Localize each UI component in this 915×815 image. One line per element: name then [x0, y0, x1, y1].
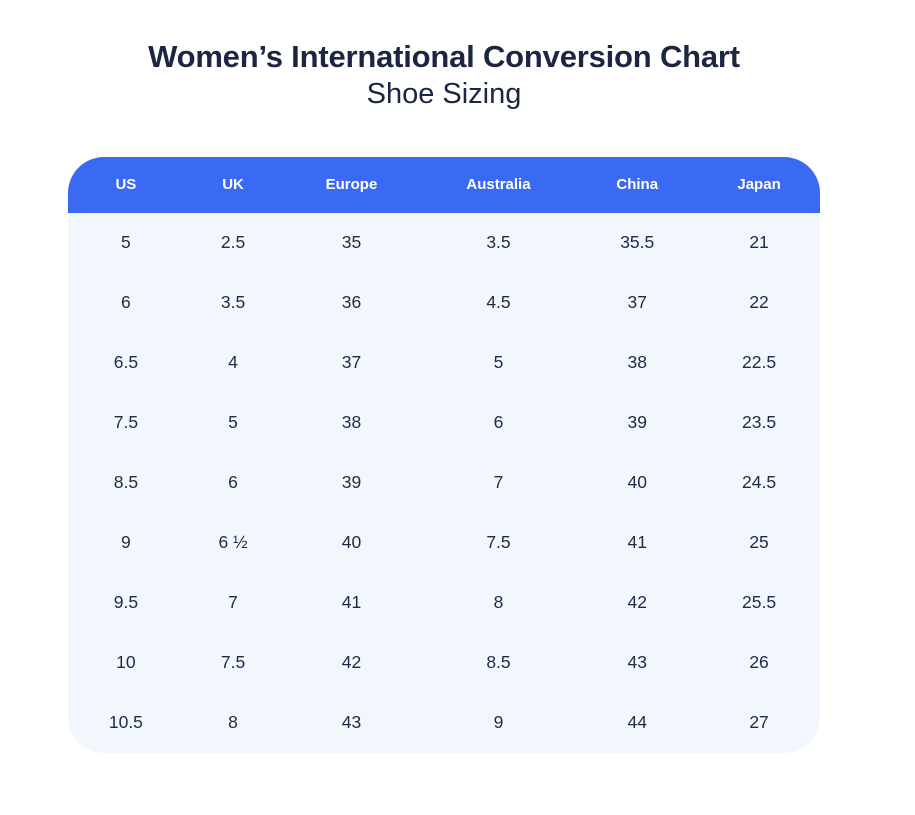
- size-cell: 8: [228, 712, 238, 733]
- size-cell: 4.5: [486, 292, 511, 313]
- table-row: 9.5 7 41 8 42 25.5: [68, 573, 820, 633]
- size-cell: 7.5: [220, 652, 246, 673]
- size-cell: 37: [341, 352, 362, 373]
- column-header-australia: Australia: [420, 156, 577, 213]
- table-row: 7.5 5 38 6 39 23.5: [68, 393, 820, 453]
- size-cell: 35.5: [620, 232, 655, 253]
- size-cell: 2.5: [220, 232, 246, 253]
- table-row: 9 6 ½ 40 7.5 41 25: [68, 513, 820, 573]
- size-cell: 22.5: [742, 352, 777, 373]
- table-header-row: US UK Europe Australia China Japan: [68, 156, 820, 213]
- column-header-uk: UK: [183, 156, 283, 213]
- size-cell: 40: [341, 532, 362, 553]
- table-row: 6.5 4 37 5 38 22.5: [68, 333, 820, 393]
- table-body: 5 2.5 35 3.5 35.5 21 6 3.5 36 4.5 37 22 6.5 4 37 5 38 22.…: [68, 213, 820, 753]
- size-cell: 37: [627, 292, 647, 313]
- size-cell: 7: [228, 592, 238, 613]
- size-cell: 9: [121, 532, 131, 553]
- size-cell: 8.5: [113, 472, 139, 493]
- size-cell: 8: [493, 592, 504, 613]
- size-cell: 41: [627, 532, 647, 553]
- size-cell: 23.5: [742, 412, 777, 433]
- table-header: US UK Europe Australia China Japan: [68, 156, 820, 213]
- page-heading: Women’s International Conversion Chart S…: [68, 38, 820, 112]
- column-header-us: US: [68, 156, 184, 213]
- table-row: 6 3.5 36 4.5 37 22: [68, 273, 820, 333]
- size-cell: 21: [749, 232, 769, 253]
- size-cell: 7.5: [486, 532, 511, 553]
- size-cell: 7: [493, 472, 504, 493]
- column-header-china: China: [576, 156, 699, 213]
- shoe-size-conversion-table: US UK Europe Australia China Japan 5 2.5 35 3.5 3…: [68, 156, 820, 753]
- size-cell: 25.5: [742, 592, 777, 613]
- size-cell: 25: [749, 532, 769, 553]
- size-cell: 6.5: [113, 352, 139, 373]
- size-cell: 3.5: [220, 292, 246, 313]
- size-cell: 26: [749, 652, 769, 673]
- size-cell: 6: [228, 472, 238, 493]
- size-cell: 39: [627, 412, 647, 433]
- size-cell: 41: [341, 592, 362, 613]
- size-cell: 36: [341, 292, 362, 313]
- table-row: 10.5 8 43 9 44 27: [68, 693, 820, 753]
- size-cell: 35: [341, 232, 362, 253]
- size-cell: 4: [228, 352, 238, 373]
- column-header-japan: Japan: [698, 156, 820, 213]
- size-cell: 5: [121, 232, 131, 253]
- size-cell: 6 ½: [218, 532, 248, 553]
- table-row: 5 2.5 35 3.5 35.5 21: [68, 213, 820, 273]
- table-row: 8.5 6 39 7 40 24.5: [68, 453, 820, 513]
- size-cell: 24.5: [742, 472, 777, 493]
- size-cell: 10: [116, 652, 136, 673]
- column-header-europe: Europe: [282, 156, 421, 213]
- page-subtitle: Shoe Sizing: [366, 78, 522, 111]
- size-cell: 9.5: [113, 592, 139, 613]
- page-title: Women’s International Conversion Chart: [148, 39, 740, 74]
- size-cell: 9: [493, 712, 504, 733]
- size-cell: 6: [121, 292, 131, 313]
- size-cell: 38: [627, 352, 647, 373]
- size-cell: 5: [228, 412, 238, 433]
- size-cell: 43: [341, 712, 362, 733]
- size-cell: 42: [627, 592, 647, 613]
- size-cell: 3.5: [486, 232, 511, 253]
- table-row: 10 7.5 42 8.5 43 26: [68, 633, 820, 693]
- size-cell: 44: [627, 712, 647, 733]
- size-cell: 5: [493, 352, 504, 373]
- size-cell: 10.5: [108, 712, 143, 733]
- size-cell: 7.5: [113, 412, 139, 433]
- size-cell: 40: [627, 472, 647, 493]
- conversion-table-panel: US UK Europe Australia China Japan 5 2.5 35 3.5 3…: [68, 156, 820, 753]
- size-cell: 6: [493, 412, 504, 433]
- size-cell: 43: [627, 652, 647, 673]
- size-cell: 42: [341, 652, 362, 673]
- size-cell: 27: [749, 712, 769, 733]
- size-cell: 39: [341, 472, 362, 493]
- size-cell: 8.5: [486, 652, 511, 673]
- size-cell: 22: [749, 292, 769, 313]
- size-cell: 38: [341, 412, 362, 433]
